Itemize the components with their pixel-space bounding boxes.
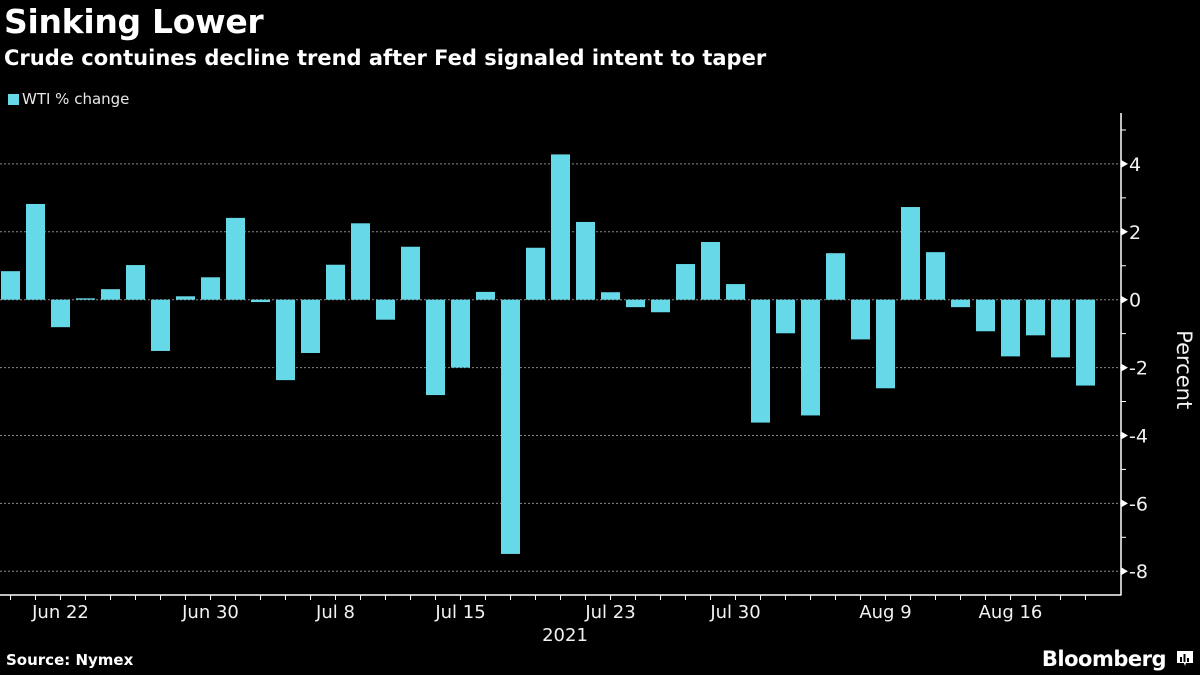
bar [251,299,270,303]
bloomberg-logo: Bloomberg [1041,647,1167,671]
bar [51,299,70,328]
bar [976,299,995,332]
bar [901,207,920,300]
bar [176,296,195,300]
bar [826,253,845,300]
x-tick-label: Jul 8 [315,602,355,623]
y-tick-label: 0 [1129,290,1141,312]
y-tick-label: -6 [1129,493,1148,515]
bar [101,289,120,300]
bar [751,299,770,423]
y-major-tick [1121,295,1128,304]
bar [726,284,745,300]
bar [951,299,970,308]
bar [626,299,645,308]
bar [1076,299,1095,386]
x-tick-label: Jul 30 [709,602,760,623]
legend: WTI % change [8,90,129,108]
x-tick-labels: Jun 22 Jun 30 Jul 8 Jul 15 Jul 23 Jul 30 Aug 9… [31,602,1042,623]
bar [476,291,495,300]
bar [1051,299,1070,358]
bar [1001,299,1020,357]
x-tick-label: Jun 30 [181,602,239,623]
bar [26,203,45,300]
bar [301,299,320,353]
y-tick-label: 2 [1129,222,1141,244]
bar [851,299,870,340]
y-tick-label: -8 [1129,561,1148,583]
x-tick-label: Jun 22 [31,602,89,623]
bar [676,264,695,300]
bar [126,265,145,300]
bar [326,264,345,300]
y-major-tick [1121,363,1128,372]
bar [651,299,670,313]
y-tick-labels: 4 2 0 -2 -4 -6 -8 [1129,154,1148,583]
x-axis-year-label: 2021 [542,625,588,646]
bar [351,223,370,300]
x-tick-label: Aug 9 [859,602,911,623]
bar [76,298,95,300]
y-tick-label: -4 [1129,425,1148,447]
x-tick-label: Jul 15 [434,602,485,623]
y-tick-label: -2 [1129,358,1148,380]
y-axis-label: Percent [1172,330,1196,409]
legend-swatch [8,93,19,105]
bar [776,299,795,334]
bar [451,299,470,368]
chart-title: Sinking Lower [4,2,264,41]
y-major-tick [1121,431,1128,440]
bar [876,299,895,389]
source-note: Source: Nymex [6,651,134,669]
bar [701,241,720,300]
chart-subtitle: Crude contuines decline trend after Fed … [4,46,767,70]
bar [551,154,570,300]
legend-label: WTI % change [22,90,130,108]
bar [1,271,20,300]
bar [1026,299,1045,336]
bar [226,217,245,300]
y-major-tick [1121,567,1128,576]
bar [151,299,170,351]
axes [0,113,1128,600]
bar [276,299,295,381]
bar [926,252,945,300]
bar [576,221,595,300]
y-major-tick [1121,499,1128,508]
bar [801,299,820,416]
bar [601,292,620,300]
x-tick-label: Aug 16 [979,602,1043,623]
bar [201,277,220,300]
y-major-tick [1121,227,1128,236]
bloomberg-chart-icon [1177,651,1193,666]
x-tick-label: Jul 23 [584,602,635,623]
bars [1,154,1095,554]
y-major-tick [1121,159,1128,168]
bar [376,299,395,320]
bar [501,299,520,554]
bar [426,299,445,396]
y-tick-label: 4 [1129,154,1141,176]
bar [401,246,420,300]
bar [526,247,545,300]
